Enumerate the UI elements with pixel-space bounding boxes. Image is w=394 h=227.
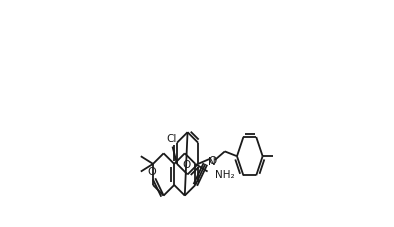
Text: O: O <box>148 166 156 176</box>
Text: N: N <box>208 156 216 166</box>
Text: O: O <box>182 159 191 169</box>
Text: Cl: Cl <box>166 133 177 143</box>
Text: NH₂: NH₂ <box>216 170 235 180</box>
Text: O: O <box>208 155 217 165</box>
